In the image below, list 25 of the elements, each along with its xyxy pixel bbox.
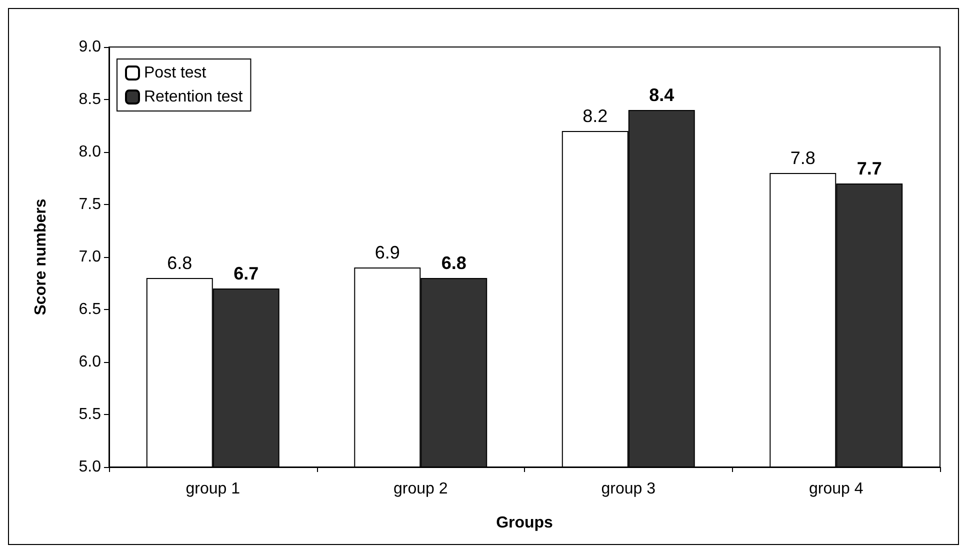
data-label: 7.8	[790, 148, 816, 168]
data-label: 8.4	[649, 85, 674, 105]
data-label: 6.9	[374, 242, 400, 262]
data-label: 6.7	[234, 264, 259, 284]
data-label: 6.8	[167, 253, 192, 273]
x-tick-label: group 3	[601, 480, 656, 498]
y-tick-label: 5.0	[78, 458, 102, 476]
x-axis-title: Groups	[496, 514, 554, 532]
y-tick-label: 6.5	[78, 301, 102, 318]
y-tick-label: 7.5	[78, 196, 102, 213]
y-tick-label: 9.0	[78, 38, 102, 56]
legend-label: Retention test	[144, 88, 244, 106]
y-tick-label: 6.0	[78, 354, 102, 370]
y-tick-label: 7.0	[78, 248, 102, 266]
data-label: 8.2	[582, 106, 608, 126]
x-tick-label: group 2	[393, 480, 448, 498]
data-label: 6.8	[441, 253, 466, 273]
y-tick-label: 5.5	[78, 406, 102, 423]
y-tick-label: 8.0	[78, 144, 102, 160]
legend-label: Post test	[144, 64, 207, 82]
y-axis-title: Score numbers	[32, 198, 50, 316]
x-tick-label: group 1	[186, 480, 240, 498]
y-tick-label: 8.5	[78, 91, 102, 108]
x-tick-label: group 4	[808, 480, 864, 498]
data-label: 7.7	[856, 158, 882, 178]
